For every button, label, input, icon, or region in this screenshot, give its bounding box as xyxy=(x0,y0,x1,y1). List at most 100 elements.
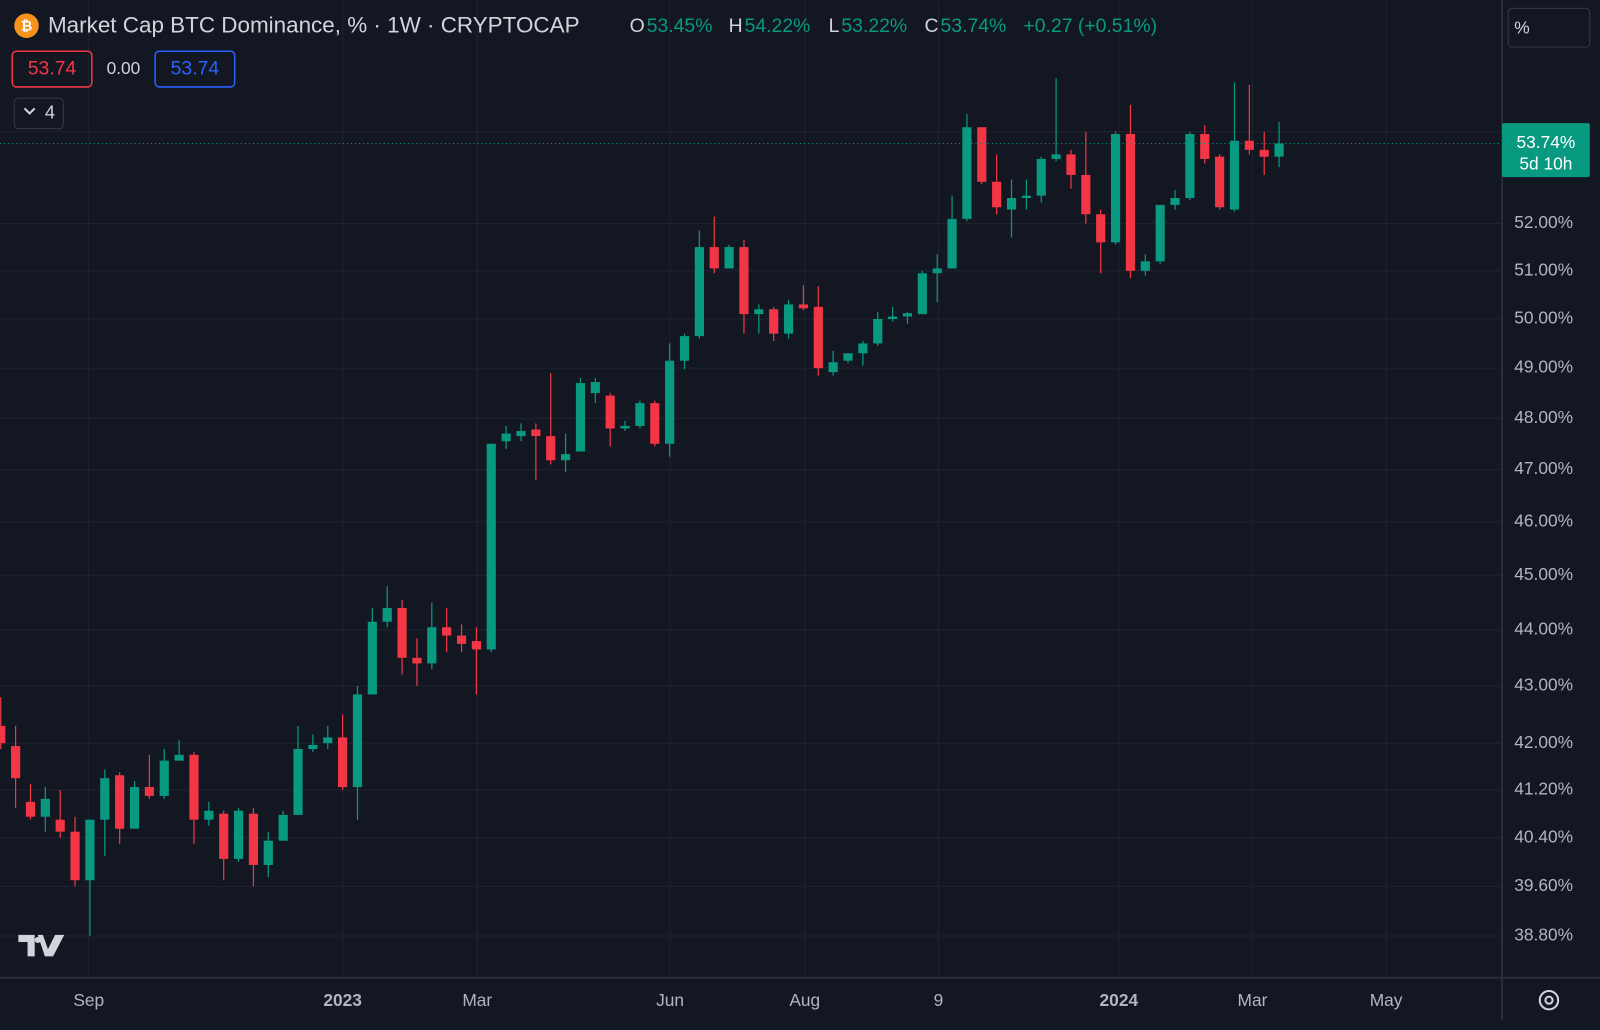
candle-body xyxy=(917,273,927,315)
candle-body xyxy=(323,737,333,744)
candle-body xyxy=(605,395,615,429)
candle-body xyxy=(546,436,556,461)
candle-body xyxy=(858,343,868,354)
price-label: 53.74% xyxy=(1517,132,1576,152)
badge: 0.00 xyxy=(107,58,141,78)
candle-body xyxy=(456,635,467,644)
candle-body xyxy=(635,403,645,426)
y-tick-label: 49.00% xyxy=(1514,357,1573,377)
legend-value: 53.45% xyxy=(647,15,713,37)
scale-mode[interactable]: % xyxy=(1514,17,1529,37)
candle-body xyxy=(754,309,764,315)
candle-body xyxy=(724,247,734,269)
candle-body xyxy=(1215,156,1225,208)
y-tick-label: 45.00% xyxy=(1514,564,1573,584)
candle-body xyxy=(85,819,95,881)
y-tick-label: 44.00% xyxy=(1514,619,1573,639)
candle-body xyxy=(694,247,704,337)
candle-body xyxy=(739,247,749,315)
candle-body xyxy=(1170,197,1180,205)
ohlc-legend: O 53.45% H 54.22% L 53.22% C 53.74% xyxy=(630,15,1007,37)
candle-body xyxy=(1259,149,1269,157)
chart-title[interactable]: Market Cap BTC Dominance, % · 1W · CRYPT… xyxy=(48,13,580,38)
y-tick-label: 47.00% xyxy=(1514,458,1573,478)
badge-box[interactable] xyxy=(11,50,93,88)
candle-body xyxy=(1081,174,1091,215)
candle-body xyxy=(189,754,199,820)
candle-body xyxy=(382,607,392,622)
candle-body xyxy=(70,831,80,881)
candle-body xyxy=(1021,195,1031,198)
candle-body xyxy=(40,798,50,817)
settings-icon[interactable] xyxy=(1538,990,1560,1011)
symbol-icon-glyph: ₿ xyxy=(21,19,33,35)
candle-body xyxy=(293,748,303,815)
candle-body xyxy=(159,760,169,796)
candle-body xyxy=(11,746,21,779)
candle-body xyxy=(0,725,6,744)
y-tick-label: 42.00% xyxy=(1514,732,1573,752)
candle-body xyxy=(486,443,496,650)
x-tick-label: Jun xyxy=(656,990,684,1010)
x-tick-label: 2024 xyxy=(1100,990,1139,1010)
y-tick-label: 51.00% xyxy=(1514,259,1573,279)
candle-body xyxy=(501,433,511,442)
candle-body xyxy=(992,181,1002,208)
legend-value: 54.22% xyxy=(745,15,811,37)
candle-body xyxy=(932,268,942,274)
candle-body xyxy=(620,425,630,429)
logo xyxy=(34,936,41,944)
candle-body xyxy=(204,810,214,820)
candle-body xyxy=(55,819,65,832)
chevron-icon xyxy=(23,107,36,115)
candle-body xyxy=(367,621,377,695)
logo[interactable] xyxy=(18,934,65,957)
x-tick-label: Mar xyxy=(1238,990,1268,1010)
candle-body xyxy=(1036,158,1046,196)
collapse-button[interactable] xyxy=(13,97,64,130)
badge[interactable]: 53.74 xyxy=(28,58,77,80)
y-tick-label: 50.00% xyxy=(1514,308,1573,328)
y-tick-label: 48.00% xyxy=(1514,407,1573,427)
candle-body xyxy=(843,353,853,361)
candle-body xyxy=(798,304,809,309)
candle-body xyxy=(1274,143,1284,157)
candle-body xyxy=(1096,214,1106,243)
candle-body xyxy=(947,218,957,269)
candle-body xyxy=(174,754,184,761)
candle-body xyxy=(813,306,823,369)
candle-body xyxy=(531,429,541,437)
settings-icon xyxy=(1544,995,1554,1005)
candle-body xyxy=(248,813,259,865)
x-tick-label: May xyxy=(1370,990,1403,1010)
legend-key: L xyxy=(829,15,840,37)
candle-body xyxy=(471,641,481,650)
legend-key: C xyxy=(924,15,938,37)
candle-body xyxy=(783,304,794,334)
scale-mode-button[interactable] xyxy=(1507,7,1591,48)
candle-body xyxy=(902,313,913,317)
candle-body xyxy=(1051,154,1061,159)
candle-body xyxy=(1110,134,1121,243)
candle-body xyxy=(590,382,600,394)
candle-body xyxy=(1140,261,1150,271)
candles xyxy=(0,78,1503,937)
candle-body xyxy=(1125,134,1136,271)
candle-body xyxy=(888,316,898,319)
candle-body xyxy=(1200,134,1210,159)
y-tick-label: 39.60% xyxy=(1514,875,1573,895)
candle-body xyxy=(115,775,125,829)
candle-body xyxy=(679,336,690,361)
candle-body xyxy=(1006,197,1017,210)
y-tick-label: 52.00% xyxy=(1514,212,1573,232)
y-tick-label: 40.40% xyxy=(1514,826,1573,846)
candle-body xyxy=(1229,140,1240,210)
y-tick-label: 38.80% xyxy=(1514,925,1573,945)
candle-body xyxy=(129,787,140,829)
badge[interactable]: 53.74 xyxy=(171,58,220,80)
candle-body xyxy=(1185,134,1195,198)
collapse-count[interactable]: 4 xyxy=(45,101,55,122)
candle-body xyxy=(442,627,452,636)
badge-box[interactable] xyxy=(154,50,236,88)
